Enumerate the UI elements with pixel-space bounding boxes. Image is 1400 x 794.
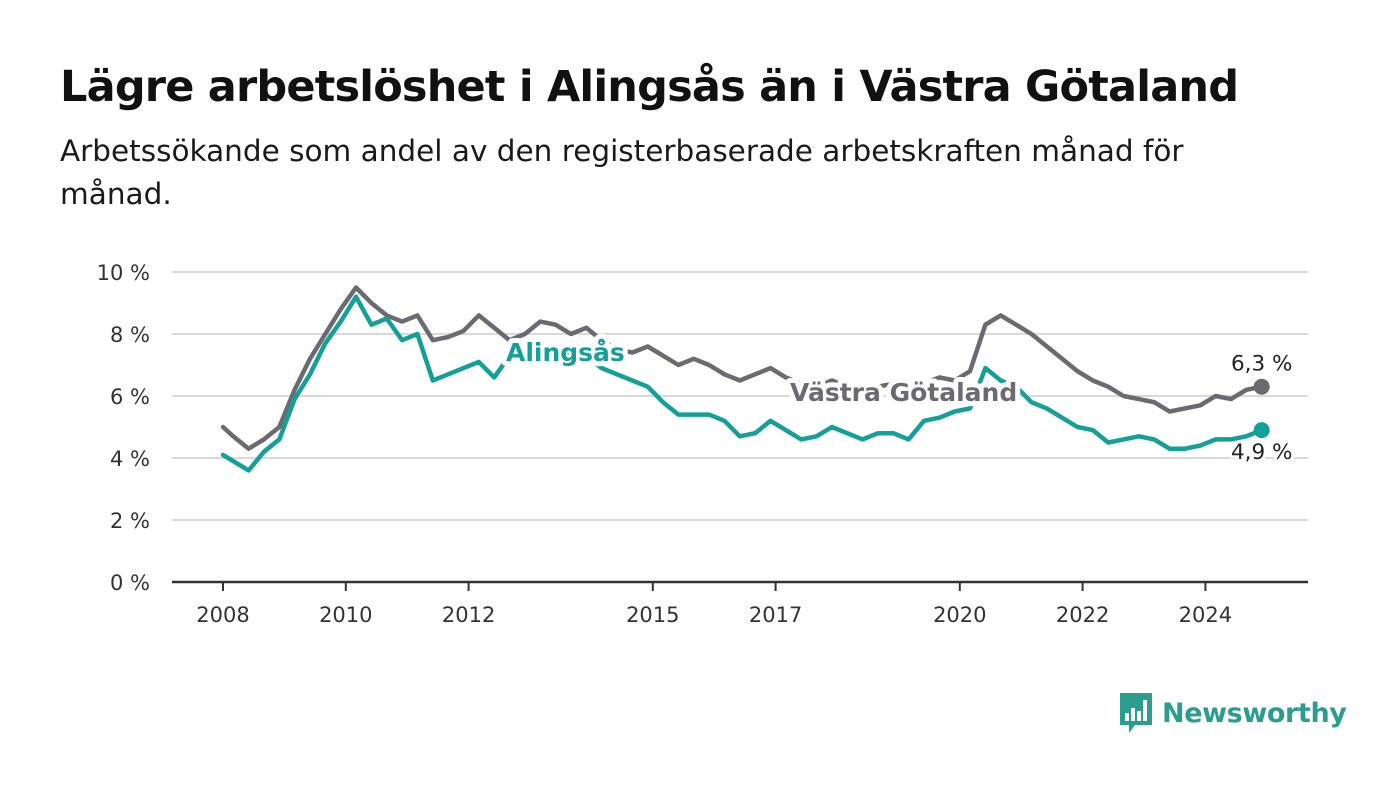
series-label-alingsas: Alingsås [506, 338, 625, 367]
y-axis: 0 % 2 % 4 % 6 % 8 % 10 % [97, 261, 150, 595]
x-tick-label: 2020 [933, 603, 986, 627]
series-lines [220, 285, 1270, 473]
x-tick-label: 2010 [319, 603, 372, 627]
brand-name: Newsworthy [1162, 697, 1347, 729]
newsworthy-logo: Newsworthy [1118, 690, 1347, 736]
end-label-vastra-gotaland: 6,3 % [1231, 352, 1292, 377]
y-tick-label: 8 % [110, 323, 150, 347]
y-tick-label: 6 % [110, 385, 150, 409]
series-label-vastra-gotaland: Västra Götaland [790, 378, 1017, 407]
x-tick-label: 2017 [749, 603, 802, 627]
chart-title: Lägre arbetslöshet i Alingsås än i Västr… [60, 62, 1239, 112]
y-tick-label: 4 % [110, 447, 150, 471]
x-tick-label: 2008 [196, 603, 249, 627]
y-tick-label: 0 % [110, 571, 150, 595]
x-tick-label: 2022 [1056, 603, 1109, 627]
newsworthy-logo-icon [1120, 693, 1152, 733]
series-line-alingsas [220, 294, 1264, 473]
chart-subtitle: Arbetssökande som andel av den registerb… [60, 134, 1184, 211]
y-tick-label: 2 % [110, 509, 150, 533]
series-labels: Alingsås Västra Götaland 6,3 % 4,9 % [501, 333, 1295, 468]
x-tick-label: 2024 [1179, 603, 1232, 627]
end-point-alingsas [1253, 422, 1270, 439]
x-axis: 2008 2010 2012 2015 2017 2020 2022 2024 [172, 580, 1308, 627]
grid-lines [172, 271, 1308, 521]
y-tick-label: 10 % [97, 261, 150, 285]
end-label-alingsas: 4,9 % [1231, 440, 1292, 465]
x-tick-label: 2015 [626, 603, 679, 627]
end-point-vastra-gotaland [1253, 378, 1270, 395]
x-tick-label: 2012 [442, 603, 495, 627]
series-line-vastra-gotaland [220, 285, 1264, 451]
